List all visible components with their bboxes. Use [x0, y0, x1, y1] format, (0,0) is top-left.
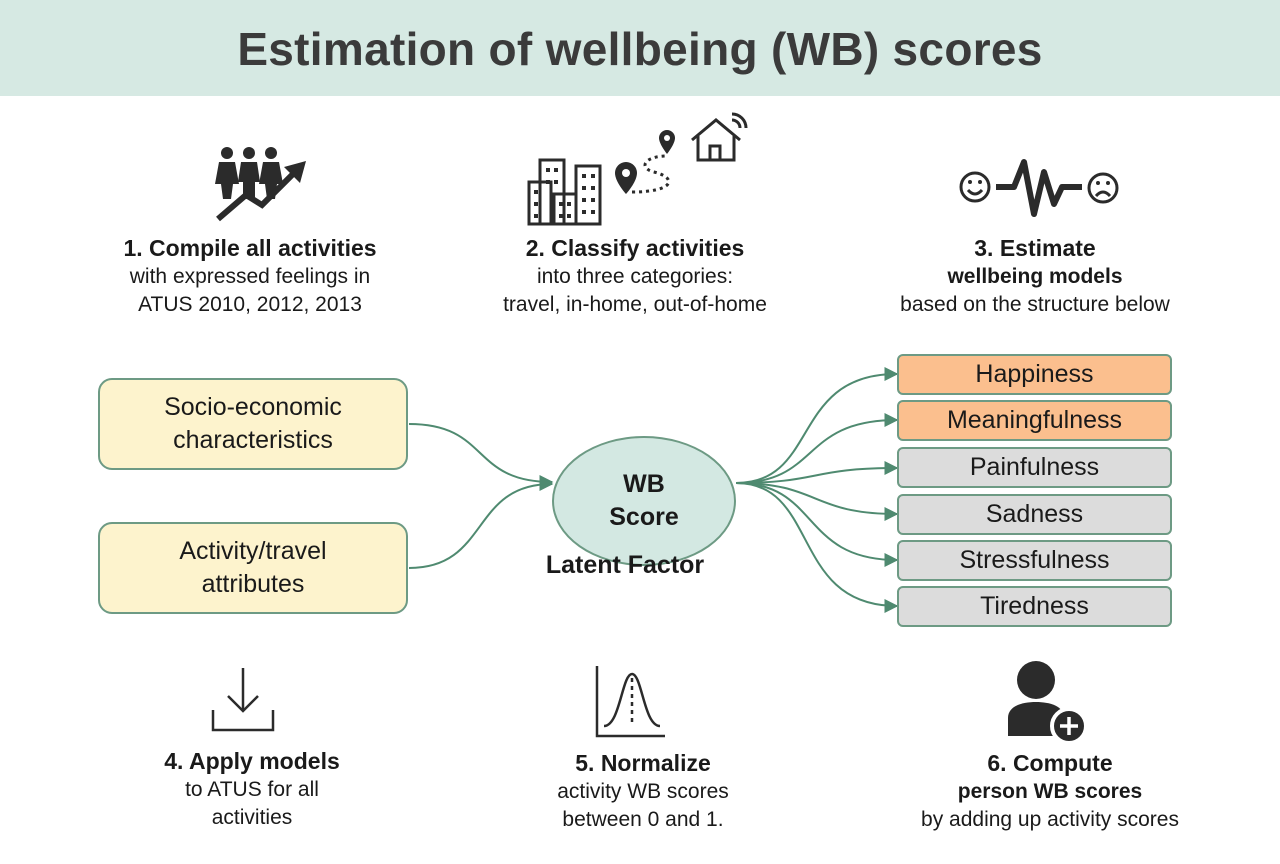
download-icon [211, 668, 275, 732]
step-title: 5. Normalize [575, 750, 711, 776]
output-link-stressfulness [735, 482, 899, 567]
latent-factor-caption: Latent Factor [545, 551, 705, 579]
input-activity-travel: Activity/travel attributes [98, 522, 408, 614]
step-normalize: 5. Normalize activity WB scores between … [478, 748, 808, 834]
output-link-painfulness [735, 461, 899, 484]
output-happiness: Happiness [897, 354, 1172, 395]
step-description: by adding up activity scores [921, 808, 1179, 831]
output-tiredness: Tiredness [897, 586, 1172, 627]
step-subtitle: wellbeing models [947, 265, 1123, 288]
output-link-sadness [735, 482, 899, 521]
step-compile: 1. Compile all activities with expressed… [90, 233, 410, 319]
step-title: 3. Estimate [974, 235, 1096, 261]
output-link-meaningfulness [735, 413, 899, 484]
step-description: into three categories: [536, 265, 734, 288]
people-growth-icon [215, 147, 306, 222]
input-label: Activity/travel [179, 537, 327, 565]
bell-curve-icon [595, 666, 665, 738]
input-label: Socio-economic [164, 393, 342, 421]
step-description: activities [211, 806, 293, 829]
step-description: ATUS 2010, 2012, 2013 [138, 293, 362, 316]
output-stressfulness: Stressfulness [897, 540, 1172, 581]
city-route-home-icon [527, 112, 748, 226]
output-meaningfulness: Meaningfulness [897, 400, 1172, 441]
step-description: travel, in-home, out-of-home [503, 293, 767, 316]
wb-score-label: WB [623, 470, 665, 498]
step-subtitle: person WB scores [957, 780, 1143, 803]
input-label: attributes [201, 570, 305, 598]
title-banner: Estimation of wellbeing (WB) scores [0, 0, 1280, 96]
mood-pulse-icon [959, 159, 1119, 217]
output-sadness: Sadness [897, 494, 1172, 535]
input-socio-economic: Socio-economic characteristics [98, 378, 408, 470]
step-apply: 4. Apply models to ATUS for all activiti… [92, 746, 412, 832]
step-description: activity WB scores [557, 780, 729, 803]
step-title: 2. Classify activities [525, 235, 745, 261]
output-painfulness: Painfulness [897, 447, 1172, 488]
input-link-socio [408, 423, 554, 489]
step-title: 1. Compile all activities [123, 235, 377, 261]
step-title: 4. Apply models [164, 748, 340, 774]
step-classify: 2. Classify activities into three catego… [470, 233, 800, 319]
add-person-icon [1008, 661, 1088, 744]
input-label: characteristics [173, 426, 333, 454]
wb-score-node: WB Score [552, 436, 736, 566]
wb-score-label: Score [609, 503, 679, 531]
step-description: based on the structure below [900, 293, 1170, 316]
page-title: Estimation of wellbeing (WB) scores [237, 23, 1043, 75]
output-link-tiredness [735, 482, 899, 613]
step-description: to ATUS for all [185, 778, 319, 801]
output-link-happiness [735, 367, 899, 484]
step-description: between 0 and 1. [562, 808, 724, 831]
step-description: with expressed feelings in [129, 265, 371, 288]
input-link-activity [408, 477, 554, 569]
step-compute: 6. Compute person WB scores by adding up… [880, 748, 1220, 834]
step-title: 6. Compute [987, 750, 1113, 776]
step-estimate: 3. Estimate wellbeing models based on th… [870, 233, 1200, 319]
